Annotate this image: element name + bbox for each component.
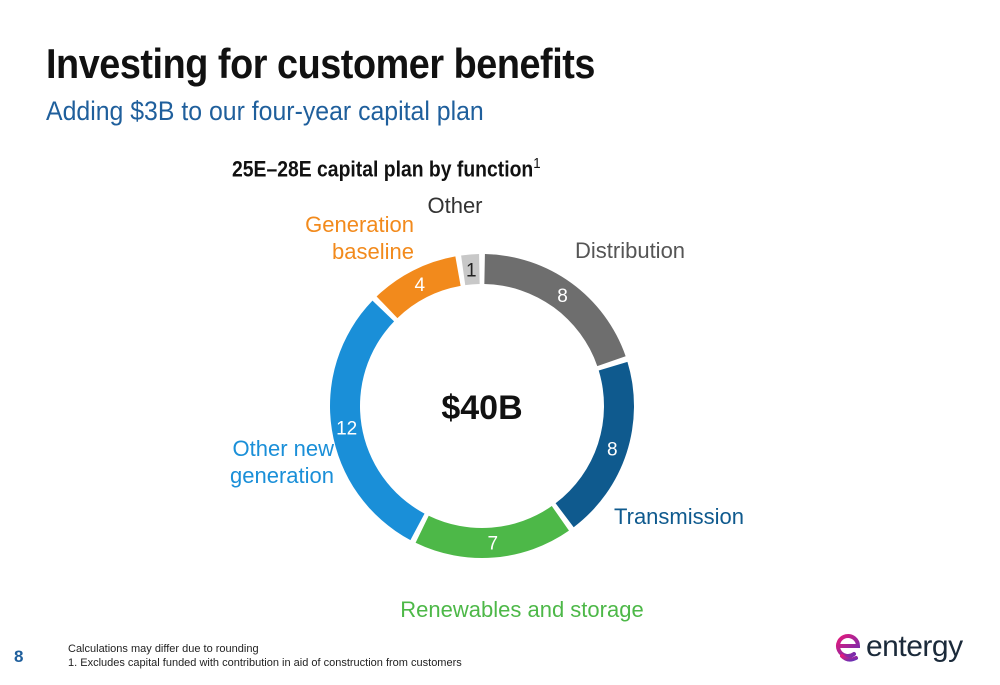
value-label-transmission: 8 (607, 439, 618, 460)
slice-other (461, 254, 480, 286)
chart-title-footnote-marker: 1 (533, 155, 541, 172)
slice-transmission (555, 361, 634, 528)
logo-text: entergy (866, 630, 963, 663)
slice-distribution (484, 254, 626, 367)
category-label-other: Other (427, 193, 482, 218)
chart-title-text: 25E–28E capital plan by function (232, 156, 534, 182)
value-label-distribution: 8 (557, 286, 568, 307)
category-label-distribution: Distribution (575, 238, 685, 263)
category-label-renewables-and-storage: Renewables and storage (400, 597, 643, 622)
chart-title: 25E–28E capital plan by function1 (232, 155, 541, 182)
value-label-other: 1 (466, 260, 477, 281)
category-label-other-new-generation: Other new generation (230, 436, 334, 488)
footnote-1: 1. Excludes capital funded with contribu… (68, 657, 462, 669)
slice-generation-baseline (376, 256, 461, 319)
page-title: Investing for customer benefits (46, 40, 595, 87)
page-number: 8 (14, 647, 24, 666)
logo-mark-icon (836, 634, 861, 662)
page-subtitle: Adding $3B to our four-year capital plan (46, 96, 484, 126)
category-label-transmission: Transmission (614, 504, 744, 529)
footnotes: Calculations may differ due to rounding … (68, 642, 462, 670)
value-label-generation-baseline: 4 (415, 275, 426, 296)
entergy-logo: entergy (834, 626, 964, 670)
value-label-renewables-and-storage: 7 (487, 534, 498, 555)
slice-renewables-and-storage (415, 506, 569, 559)
footnote-rounding: Calculations may differ due to rounding (68, 643, 259, 655)
center-total-label: $40B (441, 389, 522, 427)
slice-other-new-generation (329, 300, 425, 541)
value-label-other-new-generation: 12 (336, 418, 357, 439)
category-label-generation-baseline: Generation baseline (305, 212, 414, 264)
